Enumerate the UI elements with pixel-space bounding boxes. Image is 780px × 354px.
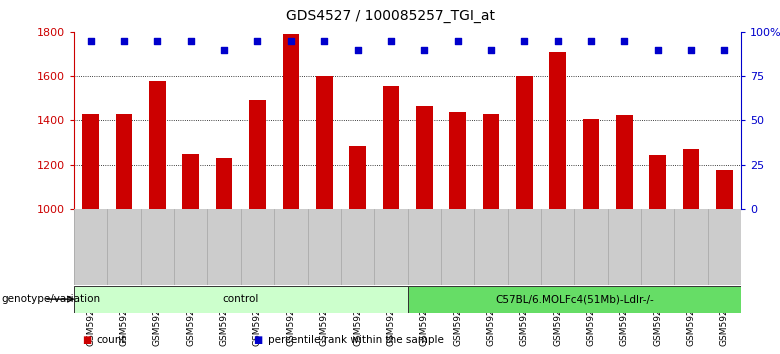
Point: [218, 47, 230, 52]
Bar: [716, 170, 732, 209]
Point: [551, 38, 564, 44]
Point: [718, 47, 731, 52]
Text: ■: ■: [254, 335, 263, 345]
Text: GDS4527 / 100085257_TGI_at: GDS4527 / 100085257_TGI_at: [285, 9, 495, 23]
Point: [84, 38, 97, 44]
Point: [251, 38, 264, 44]
Point: [385, 38, 397, 44]
Point: [685, 47, 697, 52]
Text: genotype/variation: genotype/variation: [2, 294, 101, 304]
Point: [185, 38, 197, 44]
Point: [118, 38, 130, 44]
FancyBboxPatch shape: [74, 286, 407, 313]
Text: C57BL/6.MOLFc4(51Mb)-Ldlr-/-: C57BL/6.MOLFc4(51Mb)-Ldlr-/-: [495, 294, 654, 304]
FancyBboxPatch shape: [407, 286, 741, 313]
Bar: [549, 52, 566, 209]
Bar: [483, 114, 499, 209]
Point: [318, 38, 331, 44]
Bar: [682, 149, 700, 209]
Text: count: count: [96, 335, 126, 345]
Bar: [616, 115, 633, 209]
Bar: [382, 86, 399, 209]
Bar: [282, 34, 300, 209]
Point: [151, 38, 164, 44]
Point: [651, 47, 664, 52]
Bar: [149, 81, 166, 209]
Bar: [183, 154, 199, 209]
Point: [518, 38, 530, 44]
Text: control: control: [222, 294, 259, 304]
Bar: [649, 155, 666, 209]
Point: [585, 38, 597, 44]
Bar: [583, 119, 599, 209]
Bar: [516, 76, 533, 209]
Bar: [216, 158, 232, 209]
Text: ■: ■: [82, 335, 91, 345]
Bar: [449, 112, 466, 209]
Text: percentile rank within the sample: percentile rank within the sample: [268, 335, 443, 345]
Point: [418, 47, 431, 52]
Bar: [349, 146, 366, 209]
Bar: [416, 106, 433, 209]
Point: [285, 38, 297, 44]
Point: [618, 38, 630, 44]
Point: [351, 47, 363, 52]
Bar: [115, 114, 133, 209]
Bar: [316, 76, 332, 209]
Bar: [83, 114, 99, 209]
Bar: [249, 101, 266, 209]
Point: [452, 38, 464, 44]
Point: [484, 47, 497, 52]
